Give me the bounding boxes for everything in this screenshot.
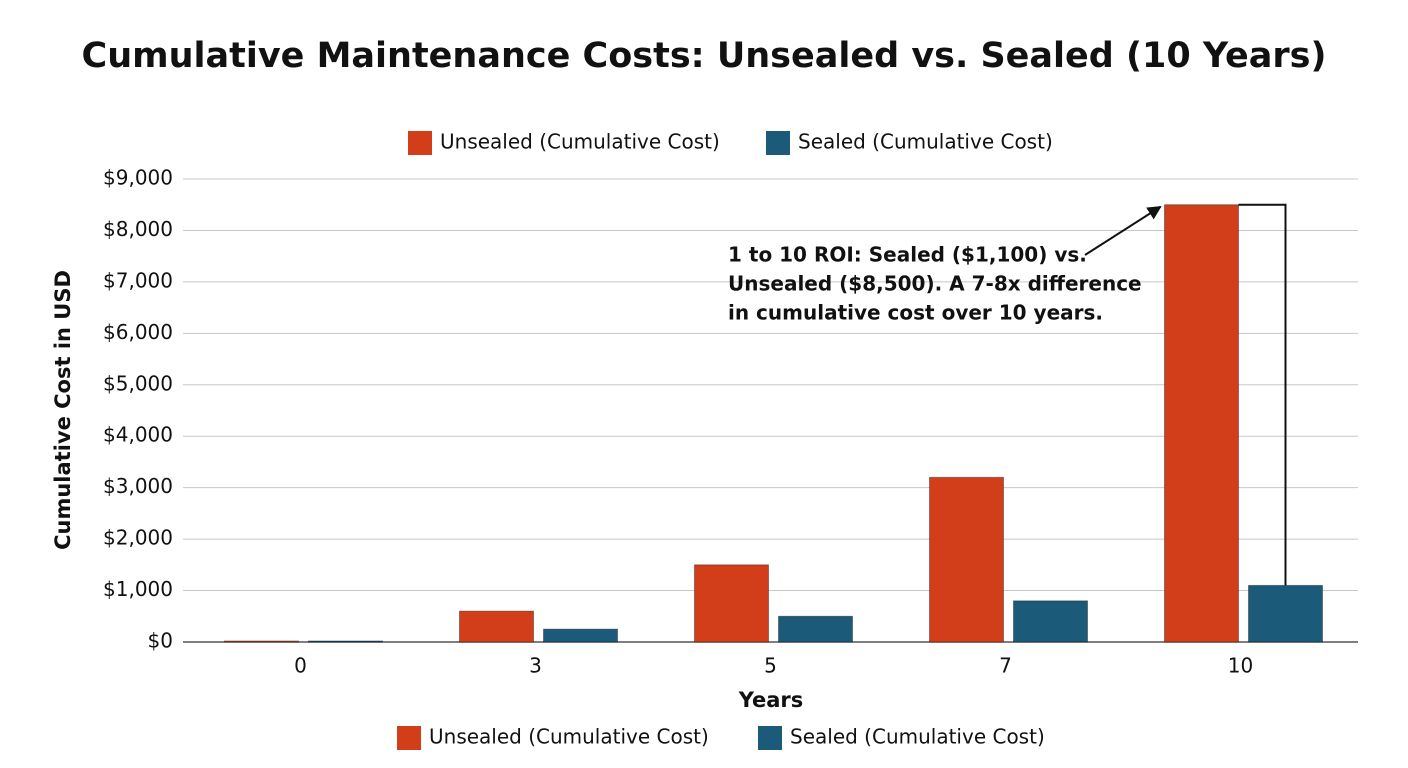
annotation-text: 1 to 10 ROI: Sealed ($1,100) vs.	[728, 243, 1087, 267]
annotation-text: Unsealed ($8,500). A 7-8x difference	[728, 272, 1142, 296]
legend-swatch	[766, 131, 790, 155]
y-tick-label: $9,000	[103, 166, 173, 190]
bar	[1013, 600, 1088, 643]
x-tick-label: 7	[999, 654, 1012, 678]
annotation-bracket	[1238, 203, 1287, 586]
y-tick-label: $7,000	[103, 268, 173, 292]
bar	[543, 628, 618, 643]
bar	[459, 610, 534, 643]
annotation-text: in cumulative cost over 10 years.	[728, 301, 1103, 325]
legend-label: Sealed (Cumulative Cost)	[798, 130, 1053, 154]
bar	[1248, 584, 1323, 643]
y-tick-label: $1,000	[103, 577, 173, 601]
y-tick-label: $5,000	[103, 371, 173, 395]
bar	[224, 640, 299, 643]
x-tick-label: 10	[1228, 654, 1253, 678]
legend-swatch	[408, 131, 432, 155]
legend-swatch	[758, 726, 782, 750]
y-tick-label: $3,000	[103, 474, 173, 498]
legend-swatch	[397, 726, 421, 750]
legend-label: Unsealed (Cumulative Cost)	[429, 725, 709, 749]
y-tick-label: $4,000	[103, 423, 173, 447]
legend-label: Sealed (Cumulative Cost)	[790, 725, 1045, 749]
bar	[1164, 204, 1239, 643]
bar	[778, 615, 853, 643]
x-tick-label: 3	[529, 654, 542, 678]
annotation-arrow	[1084, 205, 1162, 256]
x-tick-label: 0	[294, 654, 307, 678]
y-axis-label: Cumulative Cost in USD	[51, 270, 75, 550]
legend-label: Unsealed (Cumulative Cost)	[440, 130, 720, 154]
y-tick-label: $0	[148, 629, 173, 653]
y-tick-label: $8,000	[103, 217, 173, 241]
y-tick-label: $6,000	[103, 320, 173, 344]
bar	[929, 476, 1004, 643]
bar	[308, 640, 383, 643]
bar	[694, 564, 769, 643]
chart-title: Cumulative Maintenance Costs: Unsealed v…	[82, 36, 1327, 76]
x-tick-label: 5	[764, 654, 777, 678]
x-axis-label: Years	[738, 688, 804, 712]
y-tick-label: $2,000	[103, 526, 173, 550]
